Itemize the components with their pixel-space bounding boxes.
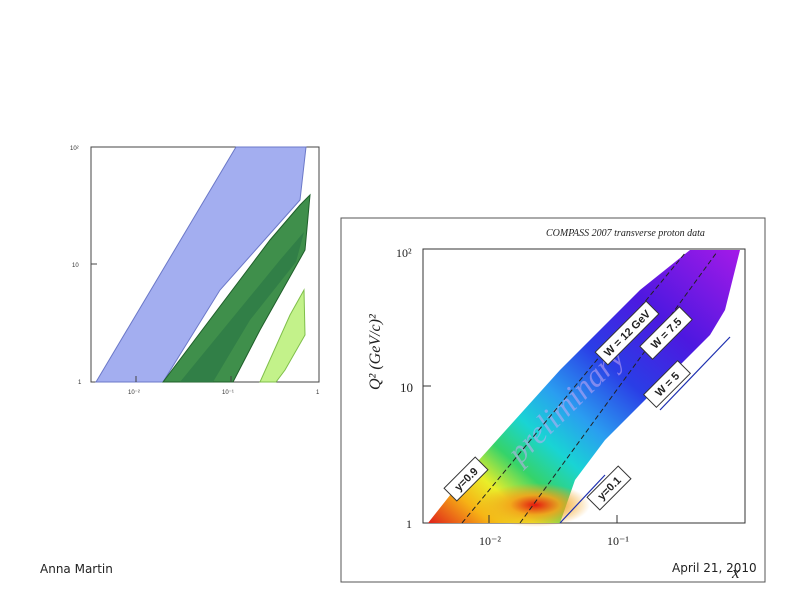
compass-x-axis-label: x xyxy=(731,563,740,582)
compass-y-tick-label: 1 xyxy=(406,517,412,531)
compass-ticks xyxy=(423,248,618,523)
compass-x-tick-label: 10⁻² xyxy=(479,534,501,548)
left-x-tick-label: 1 xyxy=(316,390,320,396)
green-region-outer xyxy=(161,193,311,383)
compass-x-tick-label: 10⁻¹ xyxy=(607,534,629,548)
footer-date: April 21, 2010 xyxy=(672,561,757,575)
left-plot-ticks xyxy=(91,146,232,382)
compass-y-axis-label: Q² (GeV/c)² xyxy=(367,313,384,390)
footer-author: Anna Martin xyxy=(40,562,113,576)
compass-title: COMPASS 2007 transverse proton data xyxy=(546,228,705,239)
compass-y-tick-label: 10² xyxy=(396,246,412,260)
y-0.1-line xyxy=(559,474,606,524)
light-green-region xyxy=(259,288,306,383)
left-y-tick-label: 10 xyxy=(72,263,79,269)
left-y-tick-label: 10² xyxy=(70,146,79,152)
green-region-inner xyxy=(180,232,304,382)
compass-y-tick-label: 10 xyxy=(400,380,413,395)
w-5-line xyxy=(659,336,731,411)
left-y-tick-label: 1 xyxy=(78,380,82,386)
w-12-line xyxy=(461,251,687,524)
heatmap-band xyxy=(428,250,740,523)
heatmap-hotspot xyxy=(480,483,590,527)
left-x-tick-label: 10⁻² xyxy=(128,390,140,396)
left-x-tick-label: 10⁻¹ xyxy=(222,390,234,396)
